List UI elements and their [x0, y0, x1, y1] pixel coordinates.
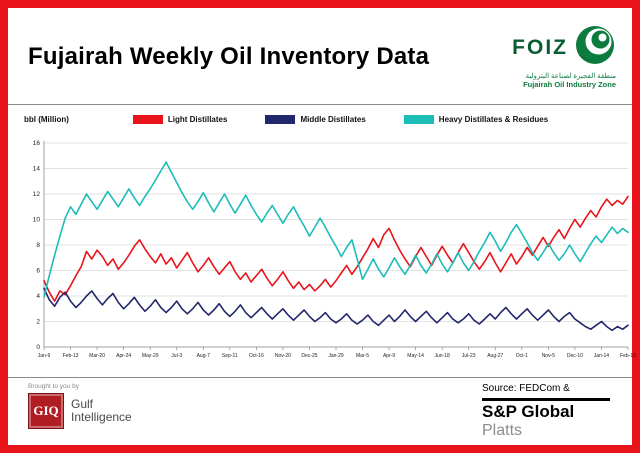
sp-global-platts-logo: S&P Global Platts: [482, 398, 610, 440]
heavy-distillates-swatch: [403, 115, 434, 124]
footer: Brought to you by GIQ Gulf Intelligence …: [8, 377, 632, 440]
svg-text:Jan-29: Jan-29: [328, 353, 344, 359]
svg-text:Sep-11: Sep-11: [222, 353, 238, 359]
svg-text:May-14: May-14: [407, 353, 424, 359]
y-axis-label: bbl (Million): [24, 115, 69, 124]
foiz-logo-top: FOIZ: [512, 24, 616, 71]
svg-text:Nov-20: Nov-20: [275, 353, 291, 359]
chart-legend: Light Distillates Middle Distillates Hea…: [132, 115, 549, 124]
svg-text:May-29: May-29: [142, 353, 159, 359]
svg-text:Mar-5: Mar-5: [356, 353, 369, 359]
svg-text:Apr-24: Apr-24: [116, 353, 131, 359]
sp-global-wordmark: S&P Global: [482, 402, 575, 421]
giq-wordmark-line2: Intelligence: [71, 410, 132, 424]
svg-text:Jan-9: Jan-9: [38, 353, 51, 359]
page-title: Fujairah Weekly Oil Inventory Data: [28, 43, 430, 70]
giq-wordmark: Gulf Intelligence: [71, 396, 132, 424]
svg-text:10: 10: [33, 217, 41, 224]
svg-text:Oct-16: Oct-16: [249, 353, 264, 359]
svg-text:0: 0: [36, 344, 40, 351]
legend-label: Middle Distillates: [300, 115, 366, 124]
foiz-subtitle-english: Fujairah Oil Industry Zone: [523, 80, 616, 90]
svg-text:Aug-7: Aug-7: [197, 353, 211, 359]
legend-item-light-distillates: Light Distillates: [132, 115, 228, 124]
svg-text:2: 2: [36, 319, 40, 326]
svg-text:Jan-14: Jan-14: [594, 353, 610, 359]
svg-text:Oct-1: Oct-1: [516, 353, 528, 359]
giq-logo-icon: GIQ: [28, 393, 64, 429]
header: Fujairah Weekly Oil Inventory Data FOIZ …: [8, 8, 632, 105]
chart-plot-area: 0 2 4 6 8 10 12 14 16 Jan-9 Feb-13 Mar-20 Apr-24 May-…: [18, 135, 636, 378]
foiz-swirl-icon: [574, 24, 616, 71]
source-attribution-block: Source: FEDCom & S&P Global Platts: [482, 383, 610, 440]
legend-item-heavy-distillates: Heavy Distillates & Residues: [403, 115, 549, 124]
svg-text:Nov-5: Nov-5: [542, 353, 556, 359]
svg-text:4: 4: [36, 293, 40, 300]
svg-text:6: 6: [36, 268, 40, 275]
inventory-line-chart: 0 2 4 6 8 10 12 14 16 Jan-9 Feb-13 Mar-20 Apr-24 May-…: [33, 140, 636, 359]
svg-text:Aug-27: Aug-27: [487, 353, 503, 359]
svg-text:12: 12: [33, 191, 41, 198]
legend-label: Heavy Distillates & Residues: [438, 115, 549, 124]
legend-item-middle-distillates: Middle Distillates: [265, 115, 366, 124]
svg-text:14: 14: [33, 166, 41, 173]
giq-wordmark-line1: Gulf: [71, 396, 94, 411]
middle-distillates-swatch: [265, 115, 296, 124]
svg-text:Jul-23: Jul-23: [462, 353, 476, 359]
foiz-logo: FOIZ منطقة الفجيرة لصناعة البترولية Fuja…: [512, 24, 616, 90]
giq-logo-block: Brought to you by GIQ Gulf Intelligence: [28, 383, 132, 429]
giq-logo-row: GIQ Gulf Intelligence: [28, 393, 132, 429]
svg-text:Jul-3: Jul-3: [171, 353, 182, 359]
source-label: Source: FEDCom &: [482, 383, 570, 394]
brought-by-label: Brought to you by: [28, 383, 79, 390]
svg-text:Feb-13: Feb-13: [63, 353, 79, 359]
chart-section: bbl (Million) Light Distillates Middle D…: [8, 105, 636, 377]
svg-text:Mar-20: Mar-20: [89, 353, 105, 359]
svg-text:16: 16: [33, 140, 41, 147]
chart-top-row: bbl (Million) Light Distillates Middle D…: [18, 111, 622, 135]
svg-text:Apr-9: Apr-9: [383, 353, 395, 359]
legend-label: Light Distillates: [167, 115, 228, 124]
svg-text:Feb-18: Feb-18: [620, 353, 636, 359]
svg-text:Dec-25: Dec-25: [301, 353, 317, 359]
platts-wordmark: Platts: [482, 421, 523, 439]
foiz-acronym: FOIZ: [512, 35, 568, 59]
svg-text:8: 8: [36, 242, 40, 249]
svg-text:Dec-10: Dec-10: [567, 353, 583, 359]
svg-text:Jun-18: Jun-18: [435, 353, 451, 359]
foiz-subtitle-arabic: منطقة الفجيرة لصناعة البترولية: [525, 73, 616, 81]
light-distillates-swatch: [132, 115, 163, 124]
